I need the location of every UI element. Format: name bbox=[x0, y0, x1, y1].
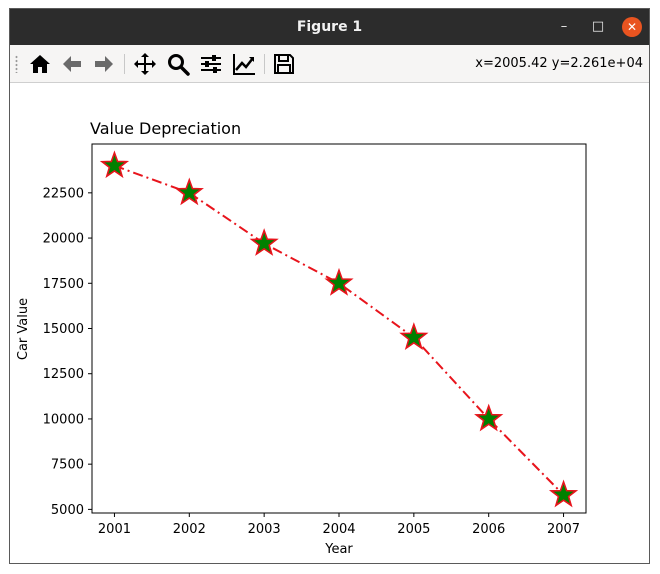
floppy-disk-icon bbox=[274, 54, 294, 74]
x-tick-label: 2002 bbox=[173, 522, 206, 537]
axes-frame[interactable] bbox=[91, 143, 587, 514]
y-axis: 5000 7500 10000 12500 15000 17500 20000 22500 bbox=[43, 186, 92, 518]
forward-button[interactable] bbox=[90, 50, 118, 78]
pan-button[interactable] bbox=[131, 50, 159, 78]
chart-line-icon bbox=[233, 54, 255, 75]
y-tick-label: 22500 bbox=[43, 186, 84, 201]
minimize-button[interactable]: – bbox=[560, 19, 568, 34]
close-button[interactable]: ✕ bbox=[622, 17, 642, 37]
move-icon bbox=[134, 53, 156, 75]
magnifier-icon bbox=[168, 54, 190, 76]
x-tick-label: 2005 bbox=[397, 522, 430, 537]
y-tick-label: 7500 bbox=[51, 458, 84, 473]
save-button[interactable] bbox=[270, 50, 298, 78]
zoom-button[interactable] bbox=[164, 50, 192, 78]
y-tick-label: 20000 bbox=[43, 232, 84, 247]
toolbar-separator bbox=[124, 54, 125, 74]
coordinates-readout: x=2005.42 y=2.261e+04 bbox=[475, 56, 643, 71]
y-tick-label: 17500 bbox=[43, 277, 84, 292]
title-bar[interactable]: Figure 1 – □ ✕ bbox=[10, 9, 649, 45]
back-button[interactable] bbox=[58, 50, 86, 78]
data-point-star[interactable] bbox=[324, 267, 354, 296]
data-point-star[interactable] bbox=[474, 403, 504, 432]
toolbar-separator bbox=[264, 54, 265, 74]
x-tick-label: 2007 bbox=[547, 522, 580, 537]
x-tick-label: 2003 bbox=[248, 522, 281, 537]
data-point-star[interactable] bbox=[399, 322, 429, 350]
x-tick-label: 2006 bbox=[472, 522, 505, 537]
edit-axes-button[interactable] bbox=[230, 50, 258, 78]
x-tick-label: 2001 bbox=[98, 522, 131, 537]
x-axis: 2001 2002 2003 2004 2005 2006 2007 bbox=[98, 513, 580, 537]
series-markers bbox=[99, 150, 579, 508]
window-title: Figure 1 bbox=[296, 19, 363, 35]
x-tick-label: 2004 bbox=[322, 522, 355, 537]
figure-window: Figure 1 – □ ✕ bbox=[9, 8, 650, 564]
x-axis-label: Year bbox=[324, 542, 353, 557]
sliders-icon bbox=[201, 55, 221, 73]
toolbar-grip-icon[interactable] bbox=[15, 55, 18, 73]
arrow-right-icon bbox=[95, 56, 113, 72]
y-tick-label: 5000 bbox=[51, 503, 84, 518]
data-point-star[interactable] bbox=[99, 150, 130, 179]
data-point-star[interactable] bbox=[548, 479, 579, 508]
y-axis-label: Car Value bbox=[16, 298, 31, 360]
y-tick-label: 12500 bbox=[43, 367, 84, 382]
data-point-star[interactable] bbox=[174, 177, 204, 206]
y-tick-label: 15000 bbox=[43, 322, 84, 337]
chart-title: Value Depreciation bbox=[90, 119, 241, 138]
y-tick-label: 10000 bbox=[43, 412, 84, 427]
line-chart[interactable]: Value Depreciation 2001 2002 2003 2004 2005 2… bbox=[10, 83, 649, 563]
subplots-button[interactable] bbox=[197, 50, 225, 78]
home-icon bbox=[30, 55, 50, 73]
maximize-button[interactable]: □ bbox=[591, 19, 605, 34]
figure-canvas[interactable]: Value Depreciation 2001 2002 2003 2004 2005 2… bbox=[10, 83, 649, 563]
navigation-toolbar: x=2005.42 y=2.261e+04 bbox=[10, 45, 649, 83]
home-button[interactable] bbox=[26, 50, 54, 78]
data-point-star[interactable] bbox=[249, 228, 279, 256]
arrow-left-icon bbox=[63, 56, 81, 72]
